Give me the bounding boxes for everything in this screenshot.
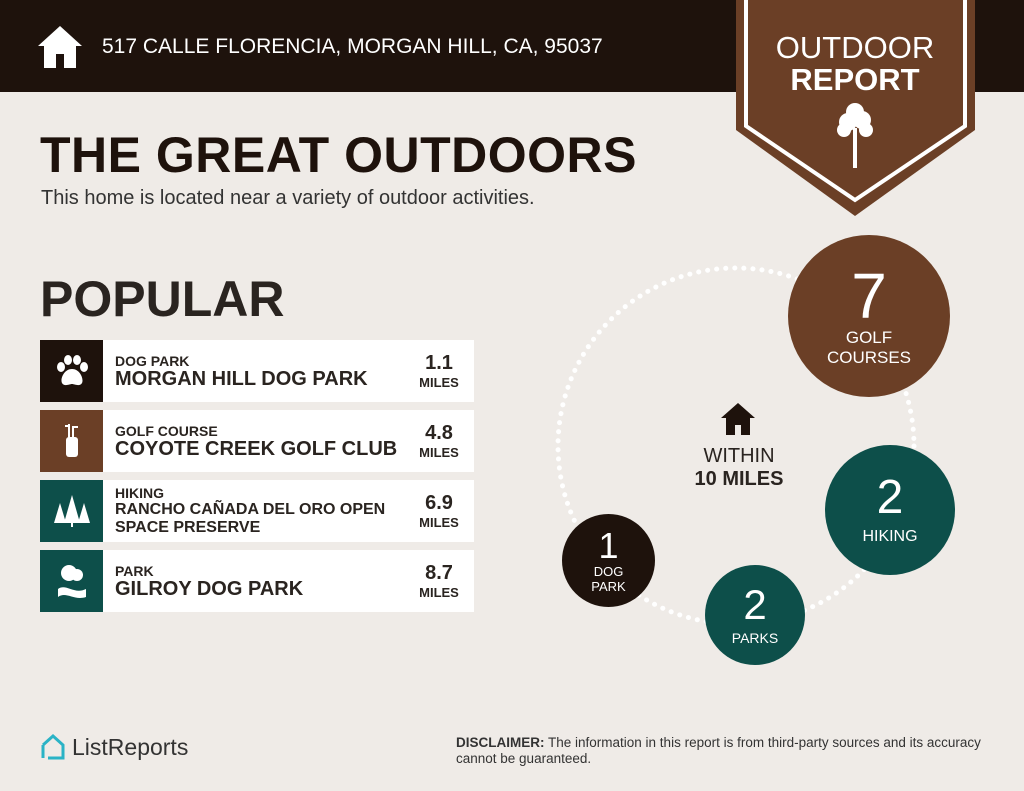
outdoor-report-banner: [736, 0, 975, 216]
parks-count-bubble: 2 PARKS: [705, 565, 805, 665]
item-category: DOG PARK: [115, 352, 190, 369]
banner-title-line1: OUTDOOR: [775, 30, 935, 65]
item-name: COYOTE CREEK GOLF CLUB: [115, 437, 398, 460]
golf-bag-icon: [40, 410, 103, 472]
item-distance: 6.9: [425, 492, 453, 514]
item-distance: 8.7: [425, 562, 453, 584]
listreports-logo: ListReports: [40, 733, 188, 761]
count-label: PARK: [591, 578, 626, 594]
item-distance: 1.1: [425, 352, 453, 374]
count-label: HIKING: [862, 528, 918, 545]
count-label: COURSES: [826, 348, 912, 367]
list-item: GOLF COURSE COYOTE CREEK GOLF CLUB 4.8 MIL…: [40, 410, 474, 472]
count-label: DOG: [593, 563, 624, 579]
count-value: 2: [876, 471, 904, 524]
item-category: HIKING: [115, 484, 164, 501]
logo-icon: [41, 733, 65, 760]
item-name: RANCHO CAÑADA DEL ORO OPEN SPACE PRESERV…: [115, 500, 386, 536]
radius-label: WITHIN 10 MILES: [680, 445, 798, 491]
count-label: PARKS: [731, 630, 779, 646]
item-unit: MILES: [419, 375, 459, 390]
dog-park-count-bubble: 1 DOG PARK: [562, 514, 655, 607]
count-value: 1: [598, 524, 619, 566]
tree-icon: [837, 103, 873, 168]
page-subtitle: This home is located near a variety of o…: [41, 187, 535, 209]
property-address: 517 CALLE FLORENCIA, MORGAN HILL, CA, 95…: [102, 35, 603, 58]
count-value: 7: [851, 260, 887, 332]
item-name: GILROY DOG PARK: [115, 577, 304, 600]
popular-heading: POPULAR: [40, 271, 285, 327]
item-unit: MILES: [419, 515, 459, 530]
list-item: DOG PARK MORGAN HILL DOG PARK 1.1 MILES: [40, 340, 474, 402]
home-icon: [721, 403, 755, 435]
radius-line1: WITHIN: [703, 445, 775, 467]
count-label: GOLF: [845, 328, 893, 347]
disclaimer-text: The information in this report is from t…: [456, 735, 981, 767]
item-distance: 4.8: [425, 422, 453, 444]
radius-line2: 10 MILES: [694, 468, 784, 490]
item-unit: MILES: [419, 445, 459, 460]
disclaimer-label: DISCLAIMER:: [456, 735, 545, 750]
home-icon: [38, 26, 82, 68]
logo-text: ListReports: [72, 733, 189, 760]
list-item: HIKING RANCHO CAÑADA DEL ORO OPEN SPACE P…: [40, 480, 474, 542]
trees-icon: [40, 480, 103, 542]
item-name: MORGAN HILL DOG PARK: [115, 367, 368, 390]
park-icon: [40, 550, 103, 612]
banner-title-line2: REPORT: [790, 62, 920, 97]
item-category: PARK: [115, 562, 154, 579]
hiking-count-bubble: 2 HIKING: [825, 445, 955, 575]
golf-count-bubble: 7 GOLF COURSES: [788, 235, 950, 397]
disclaimer: DISCLAIMER: The information in this repo…: [456, 735, 996, 767]
list-item: PARK GILROY DOG PARK 8.7 MILES: [40, 550, 474, 612]
paw-icon: [40, 340, 103, 402]
page-title: THE GREAT OUTDOORS: [40, 127, 637, 183]
item-category: GOLF COURSE: [115, 422, 218, 439]
count-value: 2: [743, 581, 767, 628]
item-unit: MILES: [419, 585, 459, 600]
